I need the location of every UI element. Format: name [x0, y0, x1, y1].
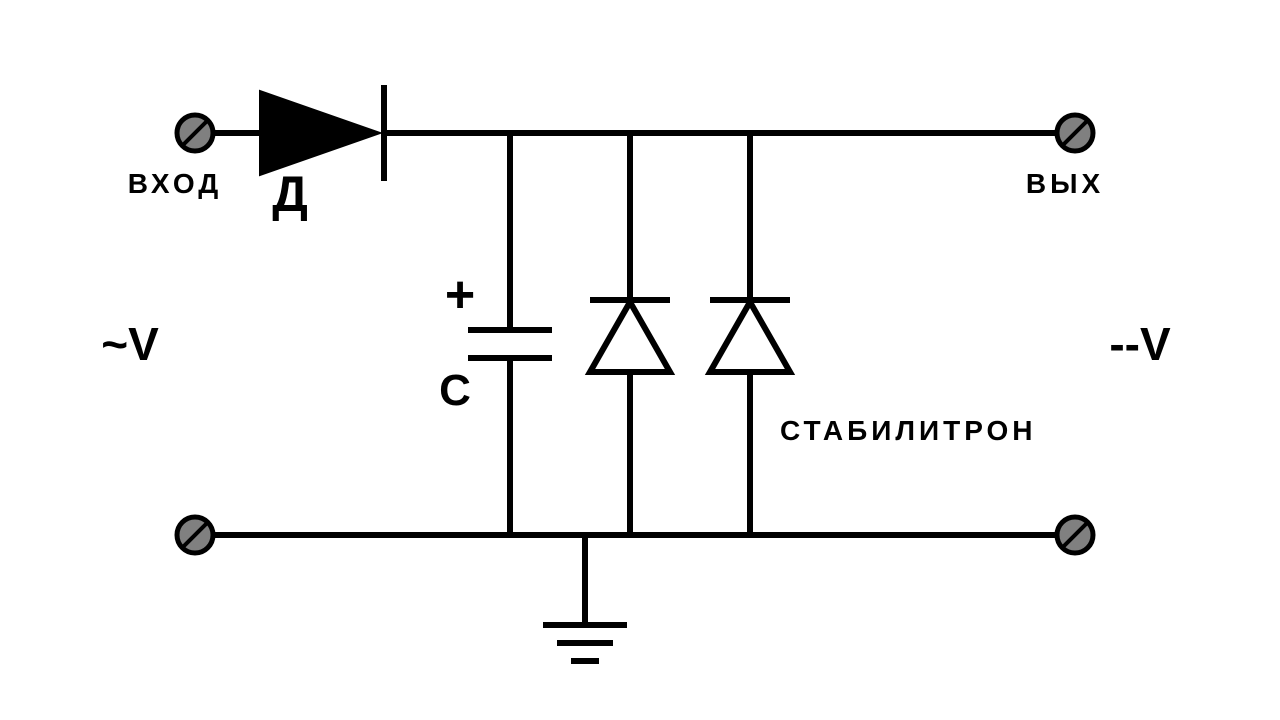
capacitor-label: С: [439, 366, 471, 415]
zener-label: СТАБИЛИТРОН: [780, 415, 1037, 446]
circuit-diagram: ВХОД ВЫХ Д С СТАБИЛИТРОН ~V --V +: [0, 0, 1280, 720]
ac-voltage-label: ~V: [101, 318, 159, 370]
dc-voltage-label: --V: [1109, 318, 1171, 370]
plus-label: +: [445, 266, 475, 324]
diode-label: Д: [272, 166, 308, 222]
output-label: ВЫХ: [1026, 168, 1104, 199]
input-label: ВХОД: [128, 168, 222, 199]
